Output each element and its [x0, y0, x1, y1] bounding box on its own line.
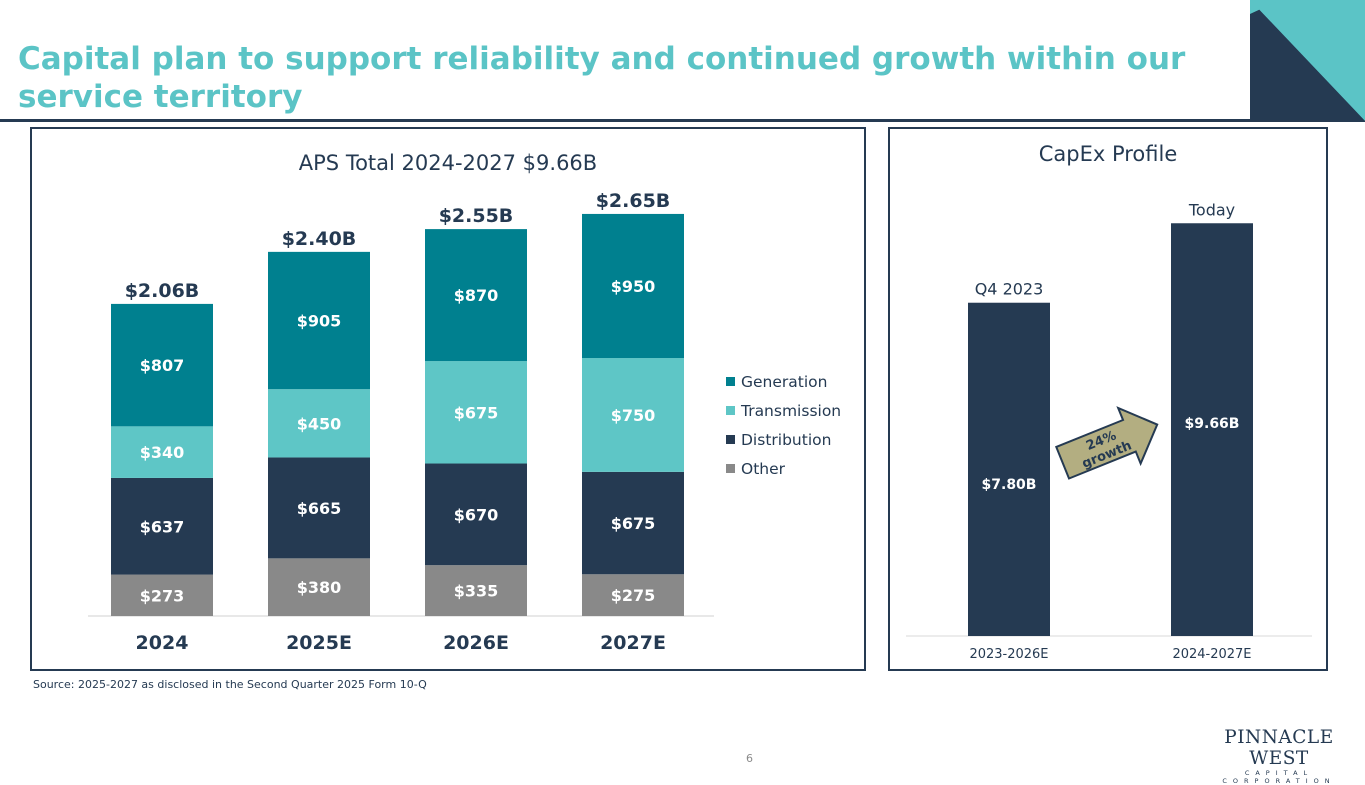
stacked-bar-chart: $273 $637 $340 $807 $2.06B 2024 $380 $665 $450 $9…: [88, 190, 714, 654]
company-logo: PINNACLE WEST CAPITAL CORPORATION: [1206, 727, 1352, 785]
segment-label-other-2025e: $380: [297, 578, 342, 597]
x-tick-label-2024: 2024: [136, 632, 189, 654]
bar-total-label-2025e: $2.40B: [282, 228, 357, 250]
x-tick-label-2026e: 2026E: [443, 632, 509, 654]
capex-x-tick-label-1: 2024-2027E: [1172, 647, 1251, 662]
bar-segment-transmission-2027e: [582, 358, 684, 472]
bar-segment-distribution-2026e: [425, 463, 527, 566]
bar-segment-other-2024: [111, 574, 213, 616]
capex-bar-2023-2026e: [968, 302, 1050, 636]
segment-label-transmission-2027e: $750: [611, 406, 656, 425]
capex-bar-2024-2027e: [1171, 223, 1253, 636]
corner-navy-triangle: [1250, 0, 1365, 121]
growth-arrow: 24%growth: [1054, 406, 1159, 480]
legend-item-generation: Generation: [726, 367, 841, 396]
capex-bar-chart: Q4 2023 2023-2026E Today 2024-2027E $7.80B $9…: [906, 200, 1312, 662]
page-number: 6: [746, 752, 753, 765]
bar-segment-generation-2024: [111, 303, 213, 427]
chart-legend: Generation Transmission Distribution Oth…: [726, 367, 841, 483]
segment-label-generation-2026e: $870: [454, 286, 499, 305]
capex-x-tick-label-0: 2023-2026E: [969, 647, 1048, 662]
capex-value-label-1: $9.66B: [1185, 416, 1240, 432]
legend-item-distribution: Distribution: [726, 425, 841, 454]
bar-segment-generation-2026e: [425, 229, 527, 362]
capex-value-label-0: $7.80B: [982, 477, 1037, 493]
x-tick-label-2027e: 2027E: [600, 632, 666, 654]
segment-label-distribution-2024: $637: [140, 517, 185, 536]
bar-segment-transmission-2024: [111, 426, 213, 478]
capex-annotation-0: Q4 2023: [975, 280, 1044, 299]
legend-item-transmission: Transmission: [726, 396, 841, 425]
legend-swatch-generation: [726, 377, 735, 386]
bar-segment-other-2025e: [268, 558, 370, 616]
logo-sub-text: CAPITAL CORPORATION: [1222, 769, 1336, 785]
capex-annotation-1: Today: [1188, 200, 1235, 219]
bar-total-label-2024: $2.06B: [125, 280, 200, 302]
title-divider: [0, 119, 1365, 122]
source-note: Source: 2025-2027 as disclosed in the Se…: [33, 678, 427, 691]
bar-segment-generation-2025e: [268, 251, 370, 390]
corner-decoration: [1250, 0, 1365, 121]
segment-label-transmission-2024: $340: [140, 443, 185, 462]
legend-label-generation: Generation: [741, 372, 828, 391]
legend-label-transmission: Transmission: [741, 401, 842, 420]
legend-swatch-transmission: [726, 406, 735, 415]
logo-main-text: PINNACLE WEST: [1224, 727, 1334, 769]
bar-segment-distribution-2027e: [582, 471, 684, 575]
segment-label-generation-2024: $807: [140, 356, 185, 375]
bar-segment-other-2027e: [582, 574, 684, 616]
bar-segment-other-2026e: [425, 565, 527, 616]
segment-label-distribution-2026e: $670: [454, 505, 499, 524]
bar-segment-transmission-2026e: [425, 361, 527, 464]
corner-teal-strip: [1250, 0, 1280, 14]
segment-label-other-2026e: $335: [454, 582, 499, 601]
segment-label-transmission-2025e: $450: [297, 414, 342, 433]
segment-label-transmission-2026e: $675: [454, 403, 499, 422]
legend-swatch-distribution: [726, 435, 735, 444]
bar-segment-generation-2027e: [582, 213, 684, 359]
legend-swatch-other: [726, 464, 735, 473]
capex-profile-panel: CapEx Profile Q4 2023 2023-2026E Today 2024…: [888, 127, 1328, 671]
stacked-chart-panel: APS Total 2024-2027 $9.66B $273 $637 $340 $…: [30, 127, 866, 671]
legend-item-other: Other: [726, 454, 841, 483]
bar-total-label-2026e: $2.55B: [439, 205, 514, 227]
segment-label-other-2027e: $275: [611, 586, 656, 605]
bar-segment-distribution-2024: [111, 477, 213, 575]
growth-arrow-shape: [1054, 406, 1159, 480]
capex-profile-title: CapEx Profile: [1038, 142, 1178, 166]
legend-label-distribution: Distribution: [741, 430, 832, 449]
legend-label-other: Other: [741, 459, 786, 478]
segment-label-generation-2027e: $950: [611, 277, 656, 296]
segment-label-generation-2025e: $905: [297, 312, 342, 331]
bar-total-label-2027e: $2.65B: [596, 190, 671, 212]
segment-label-distribution-2027e: $675: [611, 514, 656, 533]
stacked-chart-title: APS Total 2024-2027 $9.66B: [298, 151, 598, 175]
segment-label-distribution-2025e: $665: [297, 499, 342, 518]
segment-label-other-2024: $273: [140, 586, 185, 605]
bar-segment-transmission-2025e: [268, 389, 370, 458]
page-title: Capital plan to support reliability and …: [18, 41, 1186, 115]
x-tick-label-2025e: 2025E: [286, 632, 352, 654]
bar-segment-distribution-2025e: [268, 457, 370, 559]
